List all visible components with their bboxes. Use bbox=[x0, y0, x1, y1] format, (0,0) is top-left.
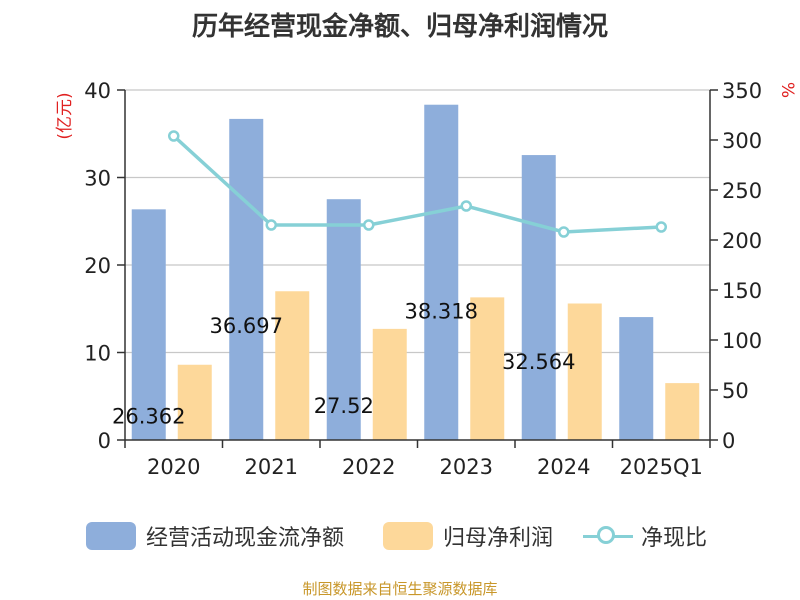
bar-cash-flow bbox=[229, 118, 264, 441]
legend-swatch-cash-flow bbox=[86, 522, 136, 550]
bar-cash-flow bbox=[521, 155, 556, 440]
bar-cash-flow bbox=[131, 209, 166, 440]
legend-swatch-cash-ratio bbox=[583, 522, 633, 550]
bar-net-profit bbox=[470, 297, 505, 440]
data-label-cash-flow: 27.52 bbox=[314, 394, 374, 418]
bar-net-profit bbox=[372, 328, 407, 440]
y-right-tick-label: 300 bbox=[722, 129, 762, 153]
cash-ratio-point bbox=[168, 130, 180, 142]
bar-cash-flow bbox=[424, 104, 459, 440]
data-label-cash-flow: 36.697 bbox=[210, 314, 283, 338]
x-tick-label: 2023 bbox=[440, 455, 493, 479]
data-label-cash-flow: 38.318 bbox=[405, 300, 478, 324]
grid-lines bbox=[125, 89, 710, 354]
legend-item-net-profit[interactable]: 归母净利润 bbox=[383, 518, 553, 554]
bar-net-profit bbox=[275, 291, 310, 440]
y-right-tick-label: 250 bbox=[722, 179, 762, 203]
data-label-cash-flow: 32.564 bbox=[502, 350, 575, 374]
bar-net-profit bbox=[177, 364, 212, 440]
legend-label-cash-flow: 经营活动现金流净额 bbox=[146, 526, 345, 551]
x-tick-label: 2025Q1 bbox=[620, 455, 703, 479]
legend-item-cash-ratio[interactable]: 净现比 bbox=[583, 518, 707, 554]
y-right-tick-label: 100 bbox=[722, 329, 762, 353]
x-tick-label: 2021 bbox=[245, 455, 298, 479]
chart-canvas: 2020 2021 2022 2023 2024 2025Q1 0 10 20 30 40 0 50 10… bbox=[55, 79, 797, 479]
x-tick-label: 2020 bbox=[147, 455, 200, 479]
series-net-profit-bars bbox=[177, 291, 700, 440]
y-left-tick-label: 0 bbox=[98, 429, 111, 453]
y-left-tick-label: 40 bbox=[84, 79, 111, 103]
cash-ratio-point bbox=[265, 219, 277, 231]
legend-label-net-profit: 归母净利润 bbox=[443, 526, 554, 551]
bar-cash-flow bbox=[619, 317, 654, 440]
y-right-axis-label: % bbox=[777, 82, 797, 98]
chart-title: 历年经营现金净额、归母净利润情况 bbox=[191, 12, 608, 42]
legend-swatch-net-profit bbox=[383, 522, 433, 550]
bar-cash-flow bbox=[326, 199, 361, 440]
bar-net-profit bbox=[567, 303, 602, 440]
x-tick-label: 2024 bbox=[537, 455, 590, 479]
legend-label-cash-ratio: 净现比 bbox=[641, 526, 708, 551]
y-right-tick-label: 350 bbox=[722, 79, 762, 103]
y-right-tick-label: 0 bbox=[722, 429, 735, 453]
cash-ratio-point bbox=[460, 200, 472, 212]
source-note: 制图数据来自恒生聚源数据库 bbox=[302, 580, 498, 598]
cash-ratio-point bbox=[655, 221, 667, 233]
y-left-tick-label: 10 bbox=[84, 342, 111, 366]
y-left-tick-label: 20 bbox=[84, 254, 111, 278]
data-label-cash-flow: 26.362 bbox=[112, 404, 185, 428]
legend: 经营活动现金流净额 归母净利润 净现比 bbox=[0, 518, 800, 554]
bar-net-profit bbox=[665, 383, 700, 440]
series-cash-ratio-line bbox=[168, 130, 667, 238]
series-cash-flow-bars bbox=[131, 104, 654, 441]
cash-ratio-point bbox=[558, 226, 570, 238]
x-tick-label: 2022 bbox=[342, 455, 395, 479]
y-right-tick-label: 50 bbox=[722, 379, 749, 403]
axes bbox=[117, 89, 718, 448]
y-right-tick-label: 200 bbox=[722, 229, 762, 253]
legend-item-cash-flow[interactable]: 经营活动现金流净额 bbox=[86, 518, 344, 554]
tick-labels: 2020 2021 2022 2023 2024 2025Q1 0 10 20 30 40 0 50 10… bbox=[84, 79, 762, 479]
cash-ratio-point bbox=[363, 219, 375, 231]
y-left-axis-label: (亿元) bbox=[55, 92, 75, 139]
cash-ratio-line bbox=[172, 134, 662, 234]
y-left-tick-label: 30 bbox=[84, 167, 111, 191]
y-right-tick-label: 150 bbox=[722, 279, 762, 303]
